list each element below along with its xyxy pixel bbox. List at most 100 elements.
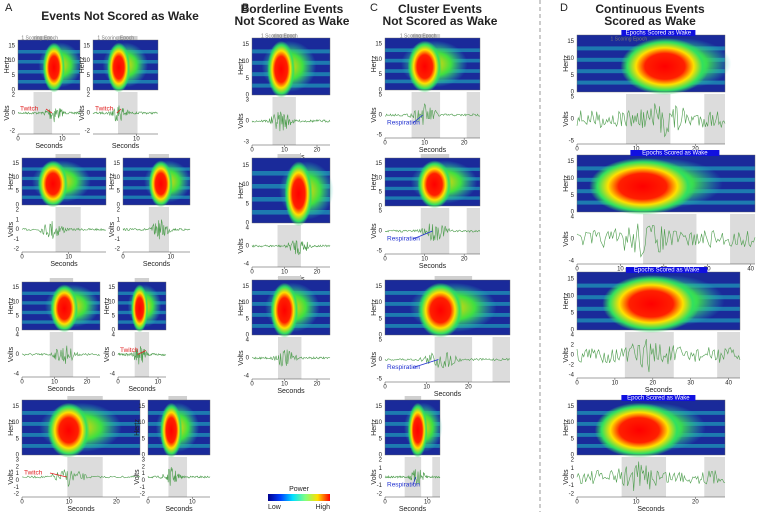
x-tick-label: 20: [84, 380, 91, 386]
hz-tick-label: 0: [16, 453, 20, 459]
x-tick-label: 0: [20, 500, 24, 506]
hz-tick-label: 15: [567, 39, 574, 45]
epoch-shade: [434, 337, 473, 382]
volt-tick-label: -5: [377, 133, 383, 139]
x-tick-label: 10: [281, 382, 288, 388]
wake-banner: [621, 395, 696, 401]
epoch-shade: [277, 154, 301, 158]
hz-tick-label: 10: [242, 182, 249, 188]
hz-tick-label: 0: [379, 88, 383, 94]
volt-tick-label: -1: [569, 483, 575, 489]
x-axis-label: Seconds: [645, 387, 673, 394]
volt-axis-label: Volts: [4, 105, 11, 121]
volt-axis-label: Volts: [134, 469, 141, 485]
hz-tick-label: 10: [138, 420, 145, 426]
epoch-shade: [411, 92, 441, 138]
hz-tick-label: 5: [246, 201, 250, 207]
power-blob: [42, 42, 66, 93]
volt-tick-label: 0: [246, 244, 250, 250]
power-blob: [407, 40, 442, 93]
volt-tick-label: -1: [14, 485, 20, 491]
hz-tick-label: 0: [112, 328, 116, 334]
hz-tick-label: 10: [12, 420, 19, 426]
volt-tick-label: 0: [379, 229, 383, 235]
x-axis-label: Seconds: [399, 506, 427, 512]
power-blob: [267, 40, 296, 98]
x-tick-label: 0: [575, 267, 579, 273]
volt-tick-label: -2: [115, 247, 121, 253]
panel-letter: C: [370, 2, 378, 14]
x-tick-label: 10: [66, 500, 73, 506]
power-blob: [589, 157, 697, 215]
hz-tick-label: 0: [12, 88, 16, 94]
x-tick-label: 20: [649, 381, 656, 387]
hz-axis-label: Hertz: [563, 419, 570, 436]
epoch-shade: [278, 276, 302, 280]
hz-tick-label: 10: [375, 175, 382, 181]
hz-axis-label: Hertz: [79, 56, 86, 73]
x-tick-label: 0: [383, 257, 387, 263]
hz-tick-label: 5: [379, 189, 383, 195]
volt-axis-label: Volts: [8, 469, 15, 485]
volt-tick-label: 3: [142, 458, 146, 464]
volt-tick-label: -5: [377, 249, 383, 255]
x-tick-label: 10: [633, 147, 640, 153]
epoch-shade: [411, 34, 441, 38]
spectrogram-frame: [251, 37, 331, 96]
volt-tick-label: -2: [14, 247, 20, 253]
colorbar-title: Power: [289, 486, 310, 493]
spectrogram-frame: [122, 157, 191, 206]
hz-tick-label: 10: [8, 58, 15, 64]
panel-title: Not Scored as Wake: [235, 14, 350, 28]
hz-tick-label: 10: [375, 300, 382, 306]
volt-axis-label: Volts: [8, 221, 15, 237]
annotation-arrow: [412, 476, 417, 486]
volt-tick-label: 1: [16, 217, 20, 223]
x-tick-label: 10: [51, 380, 58, 386]
power-blob: [417, 160, 452, 209]
eeg-trace: [17, 108, 81, 123]
hz-tick-label: 5: [379, 316, 383, 322]
colorbar-gradient: [268, 494, 330, 501]
eeg-trace: [385, 103, 480, 125]
x-tick-label: 10: [421, 141, 428, 147]
volt-tick-label: 0: [142, 478, 146, 484]
volt-tick-label: 2: [16, 464, 20, 470]
power-blob: [107, 42, 131, 93]
power-blob: [131, 284, 149, 333]
epoch-shade: [621, 457, 667, 497]
volt-tick-label: 3: [246, 98, 250, 104]
x-axis-label: Seconds: [165, 506, 193, 512]
hz-tick-label: 15: [242, 284, 249, 290]
spectrogram-frame: [21, 399, 141, 456]
x-tick-label: 10: [168, 255, 175, 261]
epoch-shade: [466, 92, 480, 138]
x-tick-label: 10: [617, 267, 624, 273]
spectrogram-frame: [117, 281, 167, 331]
volt-axis-label: Volts: [563, 111, 570, 127]
volt-tick-label: -2: [140, 492, 146, 498]
volt-tick-label: -2: [14, 492, 20, 498]
panel-letter: B: [242, 2, 249, 14]
epoch-shade: [33, 36, 53, 40]
epoch-shade: [643, 214, 697, 264]
hz-tick-label: 5: [379, 72, 383, 78]
hz-axis-label: Hertz: [4, 56, 11, 73]
hz-axis-label: Hertz: [238, 299, 245, 316]
epoch-shade: [67, 457, 103, 497]
volt-tick-label: 1: [16, 471, 20, 477]
x-tick-label: 10: [612, 381, 619, 387]
hz-axis-label: Hertz: [134, 419, 141, 436]
hz-tick-label: 15: [12, 404, 19, 410]
eeg-trace: [122, 219, 191, 240]
panel-title: Cluster Events: [398, 2, 482, 16]
volt-axis-label: Volts: [371, 469, 378, 485]
volt-tick-label: -4: [14, 372, 20, 378]
spectrogram-frame: [92, 39, 159, 91]
